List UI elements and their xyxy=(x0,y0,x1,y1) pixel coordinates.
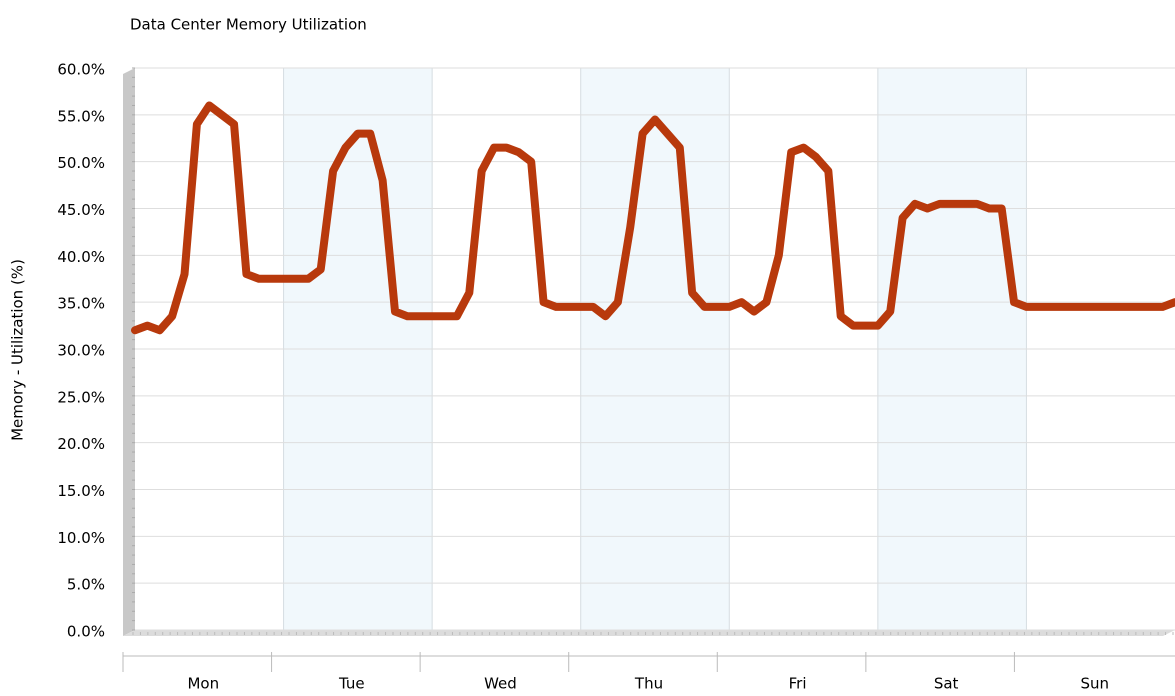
y-tick-label: 30.0% xyxy=(57,342,105,360)
y-axis-label: Memory - Utilization (%) xyxy=(9,259,27,441)
y-tick-label: 15.0% xyxy=(57,482,105,500)
y-tick-label: 0.0% xyxy=(67,623,105,641)
y-tick-label: 35.0% xyxy=(57,295,105,313)
x-tick-label: Sat xyxy=(934,675,959,693)
data-line xyxy=(131,101,1175,335)
y-tick-label: 10.0% xyxy=(57,529,105,547)
y-tick-label: 25.0% xyxy=(57,388,105,406)
x-tick-label: Thu xyxy=(634,675,663,693)
y-tick-label: 50.0% xyxy=(57,154,105,172)
y-tick-label: 45.0% xyxy=(57,201,105,219)
x-tick-label: Wed xyxy=(484,675,517,693)
x-tick-label: Mon xyxy=(187,675,219,693)
y-tick-label: 40.0% xyxy=(57,248,105,266)
y-tick-label: 55.0% xyxy=(57,107,105,125)
x-tick-label: Tue xyxy=(338,675,365,693)
left-wall xyxy=(123,68,135,636)
chart-title: Data Center Memory Utilization xyxy=(130,16,367,34)
y-tick-label: 5.0% xyxy=(67,576,105,594)
y-tick-label: 60.0% xyxy=(57,61,105,79)
y-tick-label: 20.0% xyxy=(57,435,105,453)
x-tick-label: Fri xyxy=(789,675,807,693)
x-tick-label: Sun xyxy=(1080,675,1109,693)
